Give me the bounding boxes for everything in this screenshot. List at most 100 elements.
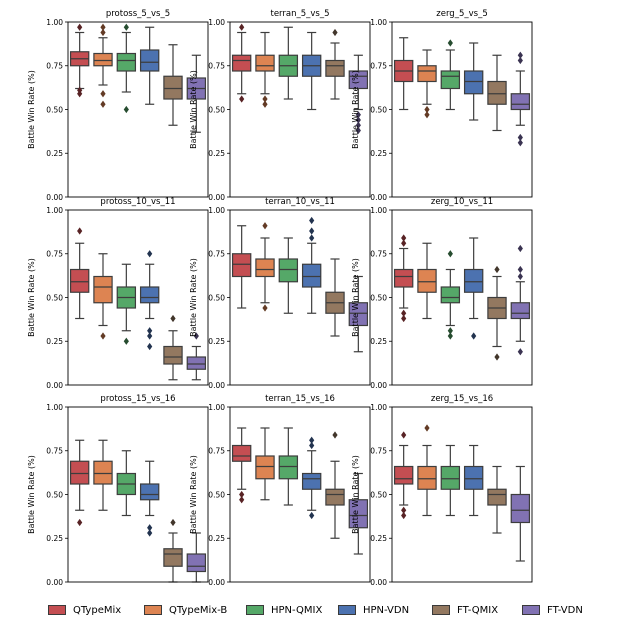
box-hpn-vdn [139,460,160,537]
y-tick-label: 0.75 [208,250,225,259]
y-tick-label: 0.50 [46,490,63,499]
legend-label: QTypeMix [73,604,122,616]
y-tick-label: 0.75 [370,447,387,456]
box-iqr [417,465,437,490]
box-hpn-vdn [139,250,160,351]
subplot-title: terran_10_vs_11 [265,197,335,207]
y-axis-label: Battle Win Rate (%) [27,258,36,337]
outlier-point [332,431,338,439]
outlier-point [309,227,315,235]
box-iqr [510,493,531,524]
box-ft-vdn [510,244,531,356]
box-iqr [139,286,160,304]
box-ft-qmix [163,314,183,381]
y-tick-label: 0.00 [46,578,63,587]
box-hpn-vdn [139,26,160,105]
legend-item-hpn-vdn: HPN-VDN [338,600,409,620]
box-iqr [348,499,369,529]
subplot-zerg-5-vs-5: zerg_5_vs_5 Battle Win Rate (%) 0.00 0.25 0.… [351,9,533,202]
y-tick-label: 0.25 [46,534,63,543]
y-tick-label: 0.25 [370,149,387,158]
subplot-title: zerg_15_vs_16 [431,394,493,404]
outlier-point [447,250,453,258]
plot-frame [391,21,533,198]
box-iqr [348,302,369,327]
subplot-zerg-10-vs-11: zerg_10_vs_11 Battle Win Rate (%) 0.00 0.25… [351,197,533,390]
subplot-protoss-10-vs-11: protoss_10_vs_11 Battle Win Rate (%) 0.00 0… [27,197,209,390]
subplot-terran-5-vs-5: terran_5_vs_5 Battle Win Rate (%) 0.00 0.25… [189,9,371,202]
box-qtypemix [69,439,90,527]
box-ft-qmix [487,265,507,361]
box-iqr [93,275,113,304]
outlier-point [147,529,153,537]
box-qtypemix-b [417,49,437,119]
box-iqr [255,455,275,480]
box-ft-vdn [348,275,369,353]
y-tick-label: 0.75 [208,447,225,456]
outlier-point [170,518,176,527]
y-tick-label: 1.00 [46,18,63,27]
box-ft-qmix [163,44,183,126]
box-ft-vdn [186,332,207,381]
legend-swatch-hpn-qmix [246,605,264,615]
outlier-point [401,239,407,247]
box-ft-vdn [510,51,531,147]
y-tick-label: 0.50 [370,105,387,114]
plot-frame [229,21,371,198]
plot-frame [391,209,533,386]
box-hpn-qmix [116,263,137,345]
box-iqr [417,65,437,83]
outlier-point [309,234,315,242]
box-iqr [116,52,137,72]
box-iqr [440,286,461,304]
outlier-point [239,23,245,31]
outlier-point [123,23,129,31]
box-iqr [348,70,369,90]
y-tick-label: 0.00 [370,381,387,390]
y-tick-label: 0.50 [370,490,387,499]
y-tick-label: 0.00 [46,193,63,202]
y-tick-label: 0.00 [370,578,387,587]
legend-label: QTypeMix-B [169,604,228,616]
outlier-point [494,265,500,274]
y-axis-label: Battle Win Rate (%) [27,70,36,149]
box-hpn-vdn [463,237,484,340]
legend: QTypeMix QTypeMix-B HPN-QMIX HPN-VDN FT-… [0,600,630,620]
box-iqr [463,268,484,293]
y-tick-label: 1.00 [208,403,225,412]
box-iqr [186,553,207,573]
y-tick-label: 0.50 [46,105,63,114]
box-iqr [325,59,345,77]
box-iqr [186,356,207,370]
outlier-point [100,100,106,108]
plot-frame [229,209,371,386]
y-tick-label: 0.00 [370,193,387,202]
box-ft-qmix [163,518,183,583]
subplot-title: terran_15_vs_16 [265,394,335,404]
outlier-point [517,51,523,59]
box-hpn-qmix [116,450,137,517]
outlier-point [239,496,245,504]
outlier-point [401,314,407,323]
outlier-point [494,353,500,361]
outlier-point [309,216,315,225]
outlier-point [401,431,407,439]
y-tick-label: 0.50 [208,293,225,302]
box-hpn-qmix [116,23,137,114]
plot-frame [67,209,209,386]
box-iqr [417,268,437,293]
y-tick-label: 0.75 [370,62,387,71]
y-axis-label: Battle Win Rate (%) [189,455,198,534]
y-tick-label: 0.75 [46,447,63,456]
outlier-point [193,332,199,340]
y-tick-label: 1.00 [370,18,387,27]
outlier-point [517,265,523,274]
legend-item-qtypemix-b: QTypeMix-B [144,600,227,620]
subplot-terran-10-vs-11: terran_10_vs_11 Battle Win Rate (%) 0.00 0.… [189,197,371,390]
outlier-point [401,506,407,514]
outlier-point [262,222,268,230]
y-axis-label: Battle Win Rate (%) [351,258,360,337]
box-qtypemix-b [255,427,275,501]
outlier-point [517,139,523,147]
outlier-point [100,332,106,340]
